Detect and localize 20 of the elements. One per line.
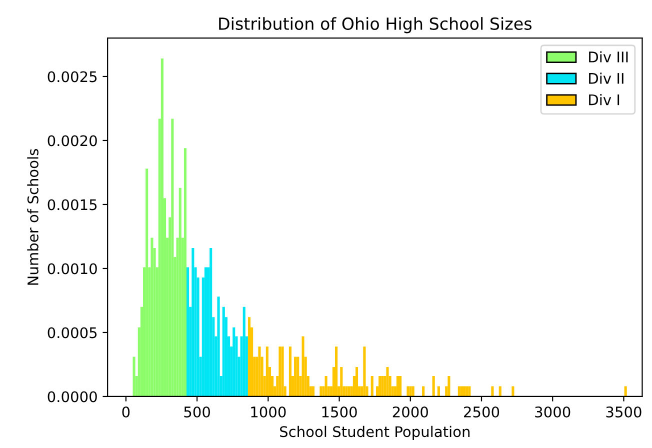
chart-title: Distribution of Ohio High School Sizes [219, 17, 532, 34]
y-tick-label: 0.0010 [48, 263, 97, 274]
y-tick-label: 0.0005 [48, 327, 97, 338]
y-tick-label: 0.0000 [48, 391, 97, 402]
y-axis-title: Number of Schools [27, 149, 38, 285]
x-tick-label: 2500 [464, 406, 500, 418]
y-tick-label: 0.0025 [48, 71, 97, 82]
legend-label: Div I [589, 94, 620, 106]
legend-label: Div III [589, 51, 628, 62]
x-tick-label: 500 [184, 406, 210, 418]
x-tick-label: 0 [122, 406, 130, 418]
x-axis-title: School Student Population [280, 426, 470, 440]
y-tick-label: 0.0020 [48, 135, 97, 146]
x-tick-label: 1000 [251, 406, 286, 418]
x-tick-label: 3500 [606, 406, 642, 418]
legend-label: Div II [589, 72, 624, 84]
y-tick-label: 0.0015 [48, 199, 97, 210]
x-tick-label: 2000 [392, 406, 428, 418]
x-tick-label: 1500 [322, 406, 357, 418]
x-tick-label: 3000 [535, 406, 570, 418]
